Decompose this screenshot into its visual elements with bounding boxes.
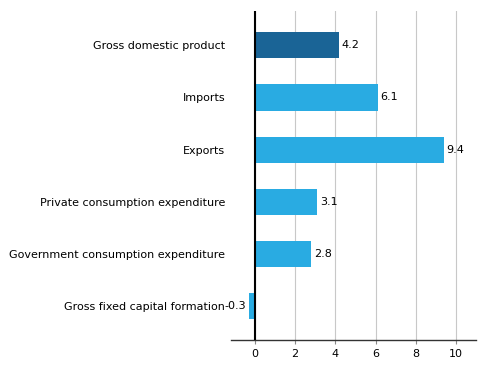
Text: 3.1: 3.1 [320, 197, 337, 207]
Bar [255, 241, 311, 267]
Bar [255, 32, 339, 58]
Text: 9.4: 9.4 [446, 145, 464, 155]
Text: 6.1: 6.1 [380, 93, 398, 102]
Bar [249, 293, 255, 319]
Text: 2.8: 2.8 [314, 249, 331, 259]
Bar [255, 84, 378, 110]
Text: 4.2: 4.2 [342, 40, 360, 50]
Text: -0.3: -0.3 [225, 301, 246, 311]
Bar [255, 189, 317, 215]
Bar [255, 136, 444, 163]
